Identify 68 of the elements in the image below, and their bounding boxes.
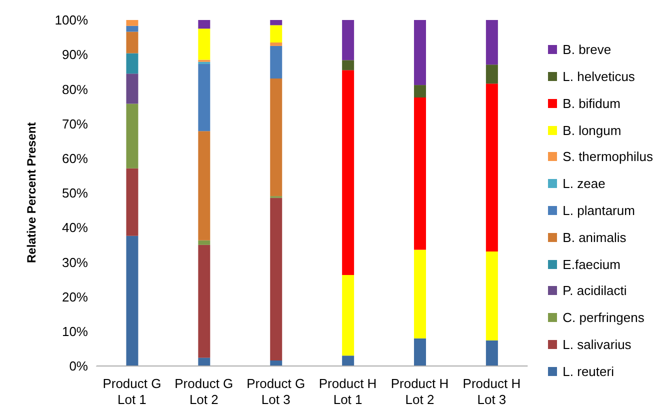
x-tick-label: Product H Lot 1: [318, 376, 377, 407]
bar: [198, 240, 210, 245]
bar: [270, 46, 282, 78]
y-tick-label: 60%: [62, 151, 88, 166]
legend-label: B. bifidum: [562, 96, 620, 111]
bar: [414, 20, 426, 86]
bar: [126, 20, 138, 26]
bar: [270, 198, 282, 360]
bar: [270, 20, 282, 26]
legend-label: B. animalis: [562, 230, 626, 245]
legend-label: B. breve: [562, 42, 612, 58]
bar: [126, 53, 138, 74]
bar: [126, 104, 138, 168]
bar: [270, 78, 282, 196]
bar: [342, 275, 354, 356]
bar: [126, 236, 138, 366]
bar: [486, 84, 498, 252]
bar: [198, 28, 210, 60]
bar: [270, 42, 282, 46]
legend-label: L. reuteri: [562, 364, 614, 379]
bar: [198, 244, 210, 358]
x-tick-label: Product H Lot 3: [462, 376, 521, 407]
legend-label: L. salivarius: [562, 336, 632, 352]
y-tick-label: 10%: [62, 324, 88, 340]
y-tick-label: 80%: [62, 82, 88, 97]
bar: [198, 358, 210, 366]
y-tick-label: 20%: [62, 289, 88, 304]
bar: [270, 25, 282, 42]
y-tick-label: 70%: [62, 116, 88, 132]
bar: [486, 251, 498, 340]
legend-label: C. perfringens: [562, 310, 644, 326]
bar: [198, 131, 210, 240]
y-tick-label: 30%: [62, 254, 88, 270]
x-tick-label: Product G Lot 1: [102, 376, 162, 407]
bar: [342, 20, 354, 60]
y-tick-label: 40%: [62, 220, 88, 236]
bar: [414, 98, 426, 250]
bar: [414, 338, 426, 366]
legend-label: S. thermophilus: [562, 149, 653, 164]
bar: [486, 20, 498, 65]
bar: [126, 26, 138, 32]
bar: [270, 360, 282, 366]
bar: [126, 168, 138, 236]
y-tick-label: 0%: [69, 358, 88, 374]
x-tick-label: Product G Lot 3: [246, 376, 306, 407]
legend-label: P. acidilacti: [562, 283, 627, 298]
y-tick-label: 50%: [62, 186, 88, 201]
bar: [126, 74, 138, 104]
legend-label: L. plantarum: [562, 202, 635, 218]
y-tick-label: 90%: [62, 47, 88, 62]
x-tick-label: Product H Lot 2: [390, 376, 449, 407]
bar: [486, 64, 498, 84]
bar: [198, 64, 210, 132]
bar: [486, 340, 498, 366]
bar: [342, 60, 354, 70]
y-tick-label: 100%: [54, 12, 88, 28]
legend-label: L. zeae: [562, 176, 606, 192]
bar: [414, 250, 426, 338]
bar: [342, 70, 354, 275]
bar: [342, 356, 354, 366]
x-tick-label: Product G Lot 2: [174, 376, 234, 407]
bar: [414, 85, 426, 98]
legend-label: E.faecium: [562, 256, 620, 272]
bar: [198, 20, 210, 29]
legend-label: B. longum: [562, 122, 622, 138]
y-axis-title: Relative Percent Present: [24, 122, 38, 263]
bar: [126, 32, 138, 54]
legend-label: L. helveticus: [562, 69, 635, 84]
